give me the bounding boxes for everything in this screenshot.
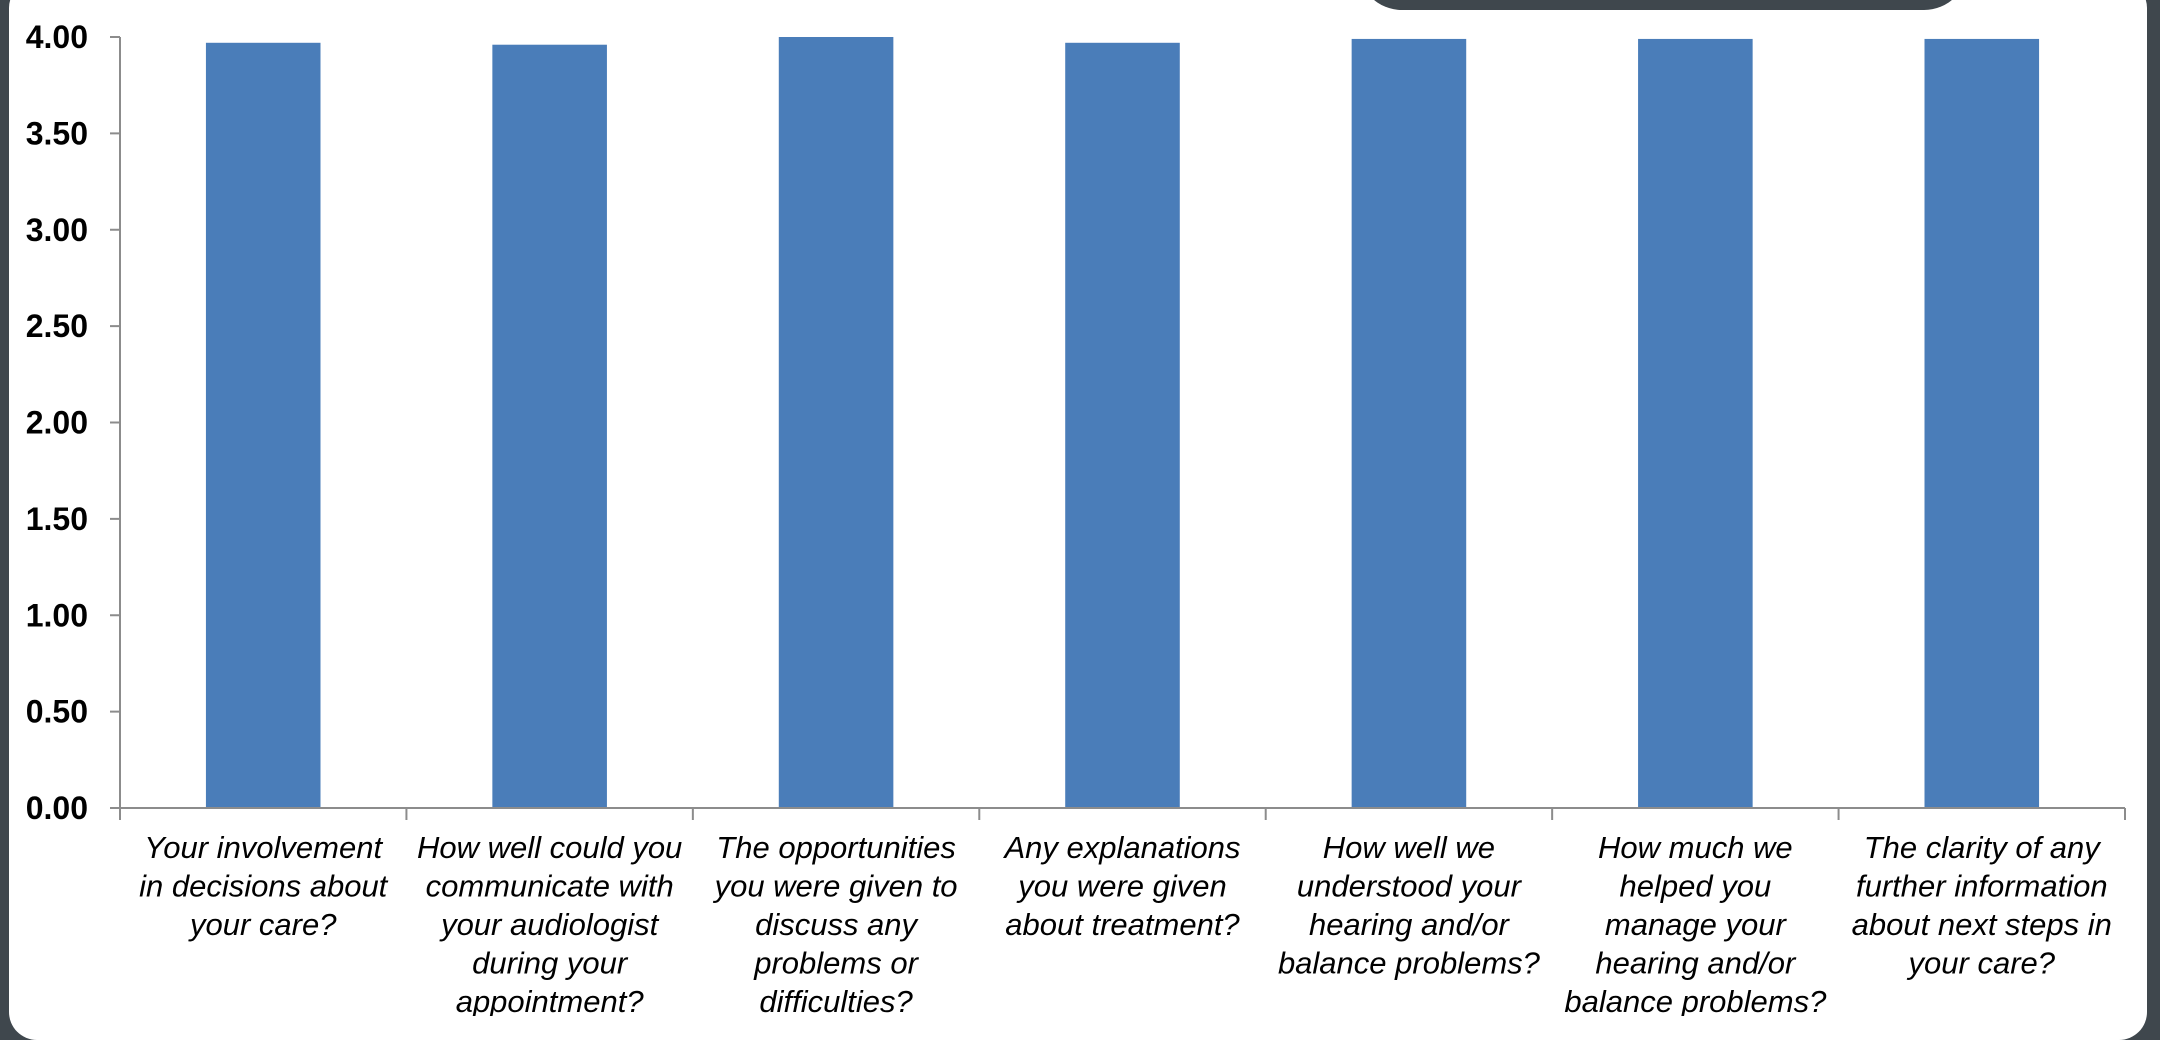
y-tick-label: 1.50 bbox=[26, 501, 88, 537]
x-tick-label-line: The opportunities bbox=[716, 830, 956, 865]
bar bbox=[1924, 38, 2040, 809]
x-tick-label-line: Your involvement bbox=[144, 830, 383, 865]
x-tick-label-line: helped you bbox=[1620, 869, 1772, 904]
x-tick-label-line: you were given bbox=[1016, 869, 1227, 904]
x-tick-label: How well we understood your hearing and/or… bbox=[1278, 830, 1541, 981]
x-tick-label-line: about treatment? bbox=[1005, 907, 1240, 942]
y-tick-label: 3.50 bbox=[26, 115, 88, 151]
top-tab-shape bbox=[1358, 0, 1968, 10]
x-tick-label-line: in decisions about bbox=[139, 869, 389, 904]
y-tick-label: 2.50 bbox=[26, 308, 88, 344]
bar bbox=[492, 44, 607, 808]
y-tick-label: 1.00 bbox=[26, 597, 88, 633]
y-tick-label: 4.00 bbox=[26, 19, 88, 55]
x-tick-label-line: manage your bbox=[1605, 907, 1788, 942]
x-tick-label-line: appointment? bbox=[456, 984, 645, 1016]
x-tick-label-line: balance problems? bbox=[1278, 946, 1541, 981]
bar bbox=[205, 42, 321, 809]
x-tick-label: Any explanations you were given about trea… bbox=[1002, 830, 1240, 942]
x-tick-label: The opportunities you were given to discus… bbox=[713, 830, 958, 1016]
bars bbox=[205, 37, 2040, 809]
chart-frame: 0.00 0.50 1.00 1.50 2.00 2.50 3.00 3.50 4.00 You… bbox=[9, 0, 2147, 1040]
x-tick-label-line: The clarity of any bbox=[1864, 830, 2103, 865]
x-tick-label: How well could you communicate with your a… bbox=[417, 830, 682, 1016]
x-tick-label-line: about next steps in bbox=[1852, 907, 2112, 942]
bar bbox=[778, 37, 894, 808]
x-tick-label-line: How well we bbox=[1323, 830, 1495, 865]
x-axis: Your involvement in decisions about your c… bbox=[119, 807, 2126, 1016]
x-tick-label-line: your audiologist bbox=[439, 907, 660, 942]
x-tick-label-line: difficulties? bbox=[759, 984, 913, 1016]
x-tick-label-line: further information bbox=[1856, 869, 2108, 904]
x-tick-label-line: discuss any bbox=[755, 907, 919, 942]
bar bbox=[1065, 42, 1180, 809]
y-tick-label: 0.00 bbox=[26, 790, 88, 826]
bar bbox=[1638, 38, 1753, 809]
x-tick-label: Your involvement in decisions about your c… bbox=[139, 830, 389, 942]
x-tick-label-line: Any explanations bbox=[1002, 830, 1240, 865]
y-tick-label: 0.50 bbox=[26, 694, 88, 730]
bar bbox=[1351, 38, 1467, 809]
x-tick-label-line: during your bbox=[472, 946, 629, 981]
x-tick-label-line: your care? bbox=[1907, 946, 2056, 981]
x-tick-label-line: understood your bbox=[1297, 869, 1523, 904]
x-tick-label-line: you were given to bbox=[713, 869, 958, 904]
y-axis: 0.00 0.50 1.00 1.50 2.00 2.50 3.00 3.50 4.00 bbox=[26, 19, 121, 826]
x-tick-label-line: How well could you bbox=[417, 830, 682, 865]
x-tick-label-line: balance problems? bbox=[1564, 984, 1827, 1016]
x-tick-label: How much we helped you manage your hearing … bbox=[1564, 830, 1827, 1016]
y-tick-label: 3.00 bbox=[26, 212, 88, 248]
x-tick-label-line: hearing and/or bbox=[1309, 907, 1511, 942]
y-tick-label: 2.00 bbox=[26, 405, 88, 441]
x-tick-label: The clarity of any further information abo… bbox=[1852, 830, 2112, 981]
x-tick-label-line: hearing and/or bbox=[1595, 946, 1797, 981]
x-tick-label-line: your care? bbox=[188, 907, 337, 942]
x-tick-label-line: problems or bbox=[753, 946, 919, 981]
bar-chart: 0.00 0.50 1.00 1.50 2.00 2.50 3.00 3.50 4.00 You… bbox=[26, 19, 2126, 1016]
x-tick-label-line: communicate with bbox=[426, 869, 674, 904]
x-tick-label-line: How much we bbox=[1598, 830, 1793, 865]
